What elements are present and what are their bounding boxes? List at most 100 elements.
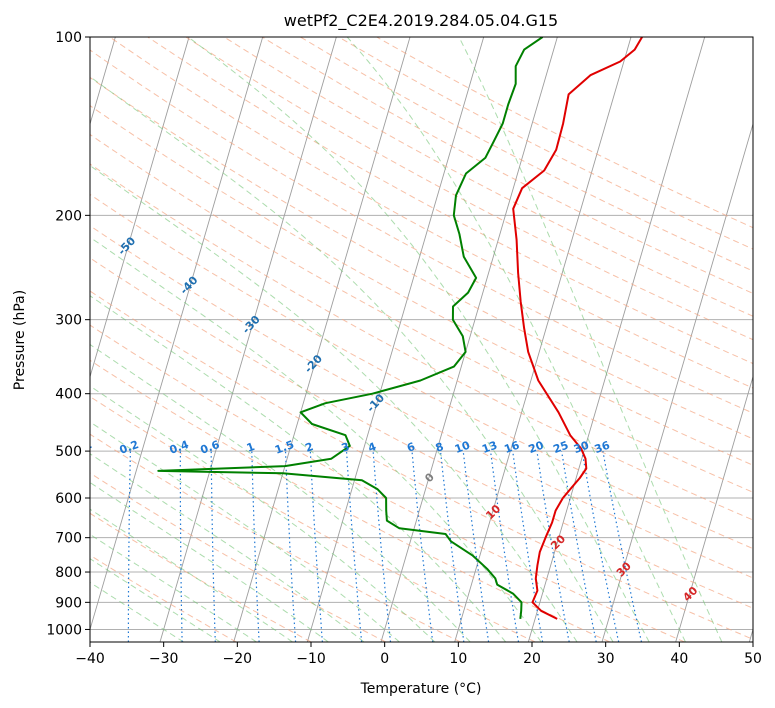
mixing-ratio-line <box>309 451 323 642</box>
dry-adiabat <box>90 193 753 550</box>
moist-adiabat <box>90 343 471 642</box>
isotherm-line <box>454 37 632 642</box>
y-axis-label: Pressure (hPa) <box>12 290 28 390</box>
moist-adiabat <box>346 37 686 642</box>
chart-title: wetPf2_C2E4.2019.284.05.04.G15 <box>284 11 558 31</box>
dry-adiabat <box>90 290 753 640</box>
mixing-ratio-label: 3 <box>340 440 352 455</box>
y-tick-label: 1000 <box>46 622 82 638</box>
mixing-ratio-line <box>372 451 392 642</box>
mixing-ratio-label: 0.2 <box>118 438 141 457</box>
x-tick-label: 40 <box>670 651 688 667</box>
moist-adiabat <box>90 508 293 642</box>
adiabats <box>90 37 753 642</box>
isotherm-line <box>233 37 411 642</box>
isotherm-line <box>380 37 558 642</box>
x-tick-label: 20 <box>523 651 541 667</box>
mixing-ratio-label: 4 <box>366 440 378 455</box>
x-tick-label: −30 <box>149 651 179 667</box>
mixing-ratio-label: 2 <box>303 440 315 455</box>
isotherm-line <box>159 37 337 642</box>
mixing-ratio-label: 30 <box>572 439 591 457</box>
dry-adiabat <box>90 49 753 414</box>
moist-adiabat <box>90 76 614 642</box>
mixing-ratio-label: 8 <box>434 440 446 455</box>
isotherm-line <box>306 37 485 642</box>
axis-ticks: −40 −30 −20 −10 0 10 20 30 40 5010020030040050060… <box>46 30 762 667</box>
mixing-ratio-lines <box>127 450 643 642</box>
moist-adiabat <box>90 421 400 642</box>
y-tick-label: 100 <box>55 30 82 46</box>
isotherm-line <box>90 37 190 379</box>
moist-adiabat <box>187 37 650 642</box>
mixing-ratio-label: 1.5 <box>273 438 296 457</box>
y-tick-label: 200 <box>55 208 82 224</box>
x-axis-label: Temperature (°C) <box>360 681 482 697</box>
mixing-ratio-line <box>345 451 363 642</box>
dry-adiabat <box>223 37 753 317</box>
dry-adiabat <box>90 133 753 493</box>
mixing-ratio-line <box>411 451 434 642</box>
mixing-ratio-label: 16 <box>502 439 521 457</box>
moist-adiabat <box>90 558 221 642</box>
mixing-ratio-label: 0.6 <box>199 438 222 457</box>
mixing-ratio-label: 10 <box>453 439 472 457</box>
mixing-ratio-line <box>210 451 216 642</box>
mixing-ratio-line <box>512 451 544 642</box>
y-tick-label: 800 <box>55 565 82 581</box>
dry-adiabat <box>90 324 685 642</box>
x-tick-label: 30 <box>597 651 615 667</box>
mixing-ratio-label: 6 <box>405 440 417 455</box>
dry-adiabat <box>90 76 753 440</box>
mixing-ratio-line <box>536 451 570 642</box>
moist-adiabat <box>458 37 723 642</box>
x-tick-label: −20 <box>223 651 253 667</box>
mixing-ratio-line <box>439 451 465 642</box>
isotherm-line <box>90 37 264 632</box>
y-tick-label: 900 <box>55 595 82 611</box>
dry-adiabat <box>90 554 237 642</box>
mixing-ratio-label: 0.1 <box>71 438 94 457</box>
x-tick-label: −10 <box>296 651 326 667</box>
mixing-ratio-label: 20 <box>527 439 546 457</box>
dry-adiabat <box>185 37 753 341</box>
temperature-profile-line <box>512 37 643 620</box>
dry-adiabat <box>90 359 611 642</box>
mixing-ratio-label: 13 <box>480 439 499 456</box>
mixing-ratio-label: 1 <box>245 440 257 455</box>
mixing-ratio-label: 36 <box>593 439 612 457</box>
moist-adiabat <box>90 236 542 642</box>
mixing-ratio-label: 0.4 <box>168 438 191 457</box>
x-tick-label: 0 <box>380 651 389 667</box>
y-tick-label: 700 <box>55 531 82 547</box>
y-tick-label: 300 <box>55 313 82 329</box>
dry-adiabat <box>90 163 753 521</box>
moist-adiabat <box>90 164 578 642</box>
plot-frame <box>89 36 754 643</box>
isotherm-line <box>527 37 706 642</box>
isotherm-line <box>675 375 753 642</box>
mixing-ratio-line <box>251 451 260 642</box>
dry-adiabat <box>90 395 536 642</box>
plot-grid <box>90 37 753 642</box>
moist-adiabat <box>90 533 257 642</box>
x-tick-label: −40 <box>75 651 105 667</box>
mixing-ratio-label: 25 <box>551 439 570 456</box>
x-tick-label: 50 <box>744 651 762 667</box>
y-tick-label: 600 <box>55 491 82 507</box>
moist-adiabat <box>90 453 365 642</box>
moist-adiabat <box>90 481 329 642</box>
mixing-ratio-line <box>127 451 131 642</box>
mixing-ratio-line <box>462 451 490 642</box>
moist-adiabat <box>90 385 436 642</box>
mixing-ratio-line <box>179 451 183 642</box>
mixing-ratio-line <box>490 451 520 642</box>
moist-adiabat <box>90 295 507 642</box>
dry-adiabat <box>90 433 461 642</box>
mixing-ratio-line <box>284 451 297 642</box>
dry-adiabat <box>90 472 386 642</box>
sounding-profiles <box>157 37 643 620</box>
isotherm-line <box>601 122 753 642</box>
